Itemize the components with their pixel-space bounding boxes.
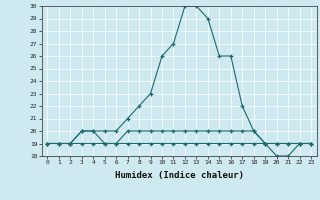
X-axis label: Humidex (Indice chaleur): Humidex (Indice chaleur) bbox=[115, 171, 244, 180]
